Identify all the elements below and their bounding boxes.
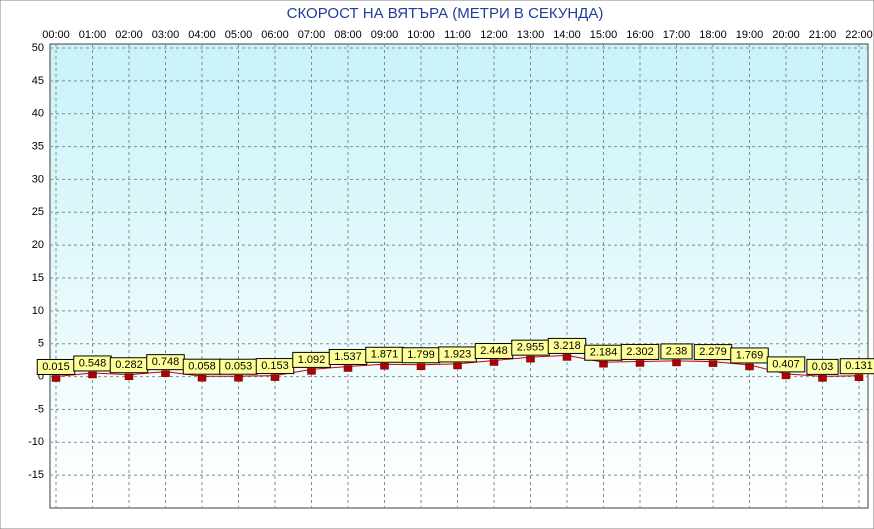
data-label-box — [766, 356, 806, 373]
marker — [161, 370, 170, 377]
marker — [51, 375, 61, 382]
y-tick-label: 20 — [32, 239, 44, 251]
x-tick-label: 08:00 — [334, 29, 362, 41]
marker — [562, 354, 572, 361]
data-label: 0.015 — [42, 361, 70, 373]
y-tick-label: 50 — [32, 42, 44, 54]
marker — [818, 375, 827, 382]
y-tick-label: 25 — [32, 206, 44, 218]
x-tick-label: 07:00 — [298, 29, 326, 41]
marker — [599, 360, 608, 368]
data-label: 0.03 — [812, 361, 833, 373]
y-tick-label: -10 — [28, 436, 44, 448]
data-label: 1.871 — [371, 349, 399, 361]
y-tick-label: -15 — [28, 469, 44, 481]
data-label: 0.407 — [772, 358, 800, 370]
marker — [854, 374, 864, 381]
x-tick-label: 12:00 — [480, 29, 508, 41]
x-tick-label: 13:00 — [517, 29, 545, 41]
data-label: 2.955 — [517, 342, 545, 354]
marker — [672, 359, 681, 367]
data-label: 0.058 — [188, 361, 216, 373]
marker — [197, 374, 207, 382]
x-tick-label: 15:00 — [590, 29, 618, 41]
data-label-box — [660, 343, 693, 360]
marker — [270, 374, 280, 381]
y-tick-label: 10 — [32, 305, 44, 317]
marker — [380, 363, 389, 370]
x-tick-label: 20:00 — [772, 29, 800, 41]
data-label: 1.092 — [298, 354, 326, 366]
x-tick-label: 17:00 — [663, 29, 691, 41]
marker — [124, 373, 134, 380]
data-label-box — [806, 358, 839, 375]
x-tick-label: 16:00 — [626, 29, 654, 41]
data-label-box — [620, 343, 660, 360]
x-tick-label: 21:00 — [809, 29, 837, 41]
x-tick-label: 00:00 — [42, 29, 70, 41]
data-label: 1.537 — [334, 351, 362, 363]
x-tick-label: 14:00 — [553, 29, 581, 41]
marker — [635, 360, 645, 367]
marker — [781, 372, 791, 380]
x-tick-label: 04:00 — [188, 29, 216, 41]
data-label: 1.923 — [444, 348, 472, 360]
x-tick-label: 18:00 — [699, 29, 727, 41]
data-label: 2.302 — [626, 346, 654, 358]
x-tick-label: 02:00 — [115, 29, 143, 41]
data-label-box — [730, 347, 769, 364]
chart-title: СКОРОСТ НА ВЯТЪРА (МЕТРИ В СЕКУНДА) — [287, 5, 604, 22]
x-tick-label: 03:00 — [152, 29, 180, 41]
x-tick-label: 19:00 — [736, 29, 764, 41]
data-label: 1.769 — [736, 349, 764, 361]
x-tick-label: 10:00 — [407, 29, 435, 41]
data-label: 2.279 — [699, 346, 727, 358]
marker — [708, 360, 718, 367]
data-label: 0.548 — [79, 357, 107, 369]
plot-area — [49, 43, 869, 509]
y-tick-label: 15 — [32, 272, 44, 284]
x-tick-label: 06:00 — [261, 29, 289, 41]
marker — [343, 365, 353, 372]
marker — [745, 363, 754, 371]
data-label: 3.218 — [553, 340, 581, 352]
data-label: 2.38 — [666, 345, 687, 357]
data-label: 0.748 — [152, 356, 180, 368]
y-tick-label: 5 — [38, 338, 44, 350]
y-tick-label: 35 — [32, 140, 44, 152]
marker — [489, 359, 499, 366]
marker — [526, 355, 535, 363]
x-tick-label: 05:00 — [225, 29, 253, 41]
y-tick-label: 45 — [32, 75, 44, 87]
marker — [416, 363, 426, 370]
data-label-box — [839, 358, 874, 375]
y-tick-label: 40 — [32, 108, 44, 120]
data-label: 0.153 — [261, 360, 289, 372]
y-tick-label: 30 — [32, 173, 44, 185]
y-tick-label: 0 — [38, 370, 44, 382]
marker — [234, 374, 243, 382]
x-tick-label: 11:00 — [444, 29, 471, 41]
x-tick-label: 01:00 — [79, 29, 107, 41]
data-label: 0.131 — [845, 360, 873, 372]
data-label: 1.799 — [407, 349, 435, 361]
marker — [453, 362, 462, 370]
y-tick-label: -5 — [34, 403, 44, 415]
marker — [88, 371, 97, 379]
x-tick-label: 09:00 — [371, 29, 399, 41]
marker — [307, 368, 316, 375]
data-label: 2.448 — [480, 345, 508, 357]
data-label: 2.184 — [590, 347, 618, 359]
data-label: 0.282 — [115, 359, 143, 371]
data-label: 0.053 — [225, 361, 253, 373]
x-tick-label: 22:00 — [845, 29, 873, 41]
